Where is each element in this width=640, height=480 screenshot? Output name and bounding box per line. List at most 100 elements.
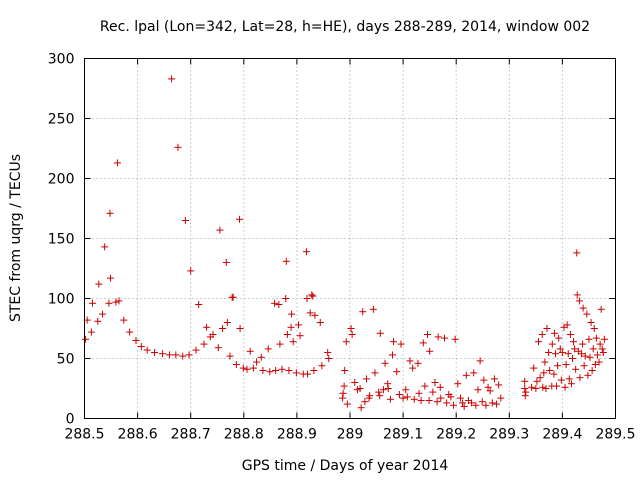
data-point [596, 340, 604, 348]
data-point [278, 365, 286, 373]
data-point [578, 350, 586, 358]
data-point [283, 331, 291, 338]
data-point [538, 331, 546, 338]
x-tick-label: 289 [337, 427, 364, 443]
data-point [341, 367, 349, 374]
x-axis-label: GPS time / Days of year 2014 [242, 458, 449, 474]
data-point [105, 299, 113, 307]
data-point [454, 380, 462, 388]
data-point [257, 353, 265, 361]
data-point [289, 338, 297, 346]
data-point [339, 394, 347, 402]
data-point [402, 386, 410, 394]
data-point [185, 351, 193, 359]
data-point [285, 367, 293, 374]
data-point [565, 375, 573, 383]
data-point [437, 394, 445, 402]
data-point [598, 345, 606, 353]
data-point [165, 351, 173, 359]
data-point [308, 291, 316, 299]
data-point [264, 345, 272, 353]
y-axis-label: STEC from uqrg / TECUs [8, 154, 24, 322]
x-tick-label: 289.4 [542, 427, 582, 443]
data-point [275, 301, 283, 308]
data-point [94, 317, 102, 325]
data-point [371, 369, 379, 377]
data-point [316, 319, 324, 326]
data-point [555, 334, 563, 342]
y-tick-label: 250 [48, 112, 75, 128]
data-point [535, 338, 543, 346]
data-point [593, 351, 601, 359]
data-point [339, 389, 347, 397]
data-point [586, 353, 594, 361]
data-point [443, 399, 451, 407]
data-point [447, 393, 455, 401]
data-point [347, 325, 355, 332]
data-point [223, 319, 231, 326]
data-point [249, 364, 257, 372]
data-point [309, 292, 317, 300]
data-point [576, 374, 584, 382]
data-point [521, 392, 529, 400]
data-points [82, 75, 608, 412]
data-point [399, 394, 407, 402]
data-point [480, 376, 488, 384]
data-point [99, 310, 107, 318]
data-point [573, 249, 581, 257]
data-point [192, 346, 200, 354]
data-point [88, 299, 96, 307]
data-point [348, 331, 356, 338]
y-tick-label: 150 [48, 232, 75, 248]
chart-title: Rec. lpal (Lon=342, Lat=28, h=HE), days … [100, 19, 590, 35]
data-point [421, 382, 429, 390]
data-point [429, 388, 437, 396]
data-point [530, 364, 538, 372]
data-point [143, 346, 151, 354]
data-point [236, 215, 244, 223]
data-point [580, 362, 588, 370]
data-point [187, 267, 195, 275]
data-point [456, 394, 464, 402]
x-tick-label: 288.8 [224, 427, 264, 443]
data-point [597, 305, 605, 313]
data-point [209, 331, 217, 338]
data-point [433, 398, 441, 406]
data-point [357, 404, 365, 412]
data-point [550, 370, 558, 378]
data-point [484, 383, 492, 391]
data-point [521, 377, 529, 385]
data-point [272, 367, 280, 374]
data-point [575, 297, 583, 305]
data-point [493, 400, 501, 408]
data-point [478, 398, 486, 406]
data-point [195, 301, 203, 308]
data-point [292, 369, 300, 377]
data-point [174, 143, 182, 151]
data-point [566, 331, 574, 338]
data-point [488, 399, 496, 407]
data-point [219, 325, 227, 332]
data-point [325, 355, 333, 362]
data-point [554, 362, 562, 370]
data-point [106, 209, 114, 217]
data-point [324, 349, 332, 356]
data-point [179, 352, 187, 360]
data-point [200, 340, 208, 348]
data-point [431, 379, 439, 386]
data-point [543, 325, 551, 332]
data-point [361, 398, 369, 406]
data-point [246, 347, 254, 355]
data-point [426, 347, 434, 355]
data-point [425, 397, 433, 404]
data-point [564, 350, 572, 358]
data-point [303, 295, 311, 302]
data-point [406, 357, 414, 365]
data-point [366, 392, 374, 400]
data-point [232, 361, 240, 368]
data-point [107, 274, 115, 282]
data-point [101, 243, 109, 251]
data-point [546, 367, 554, 374]
x-tick-labels: 288.5 288.6 288.7 288.8 288.9 289 289.1 289.2 28… [64, 427, 635, 443]
data-point [384, 380, 392, 388]
